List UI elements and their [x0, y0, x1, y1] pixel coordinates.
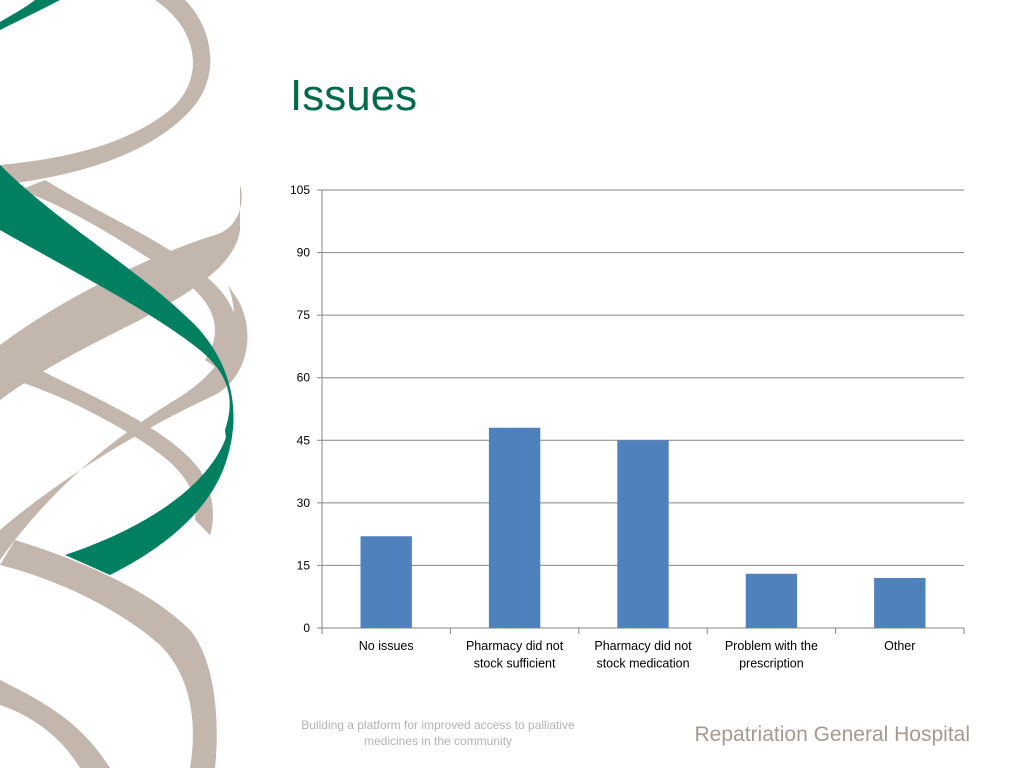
x-tick-label: Pharmacy did not	[594, 639, 692, 653]
y-tick-label: 105	[290, 183, 310, 197]
x-tick-label: Other	[884, 639, 915, 653]
x-tick-label: stock medication	[596, 657, 689, 671]
y-tick-label: 90	[297, 246, 311, 260]
bar	[360, 536, 412, 628]
ribbon-taupe-1	[0, 0, 211, 185]
ribbon-taupe-6	[0, 540, 217, 768]
ribbon-green-main-edge	[0, 165, 234, 455]
decorative-ribbons	[0, 0, 248, 768]
y-tick-label: 0	[303, 621, 310, 635]
y-tick-label: 30	[297, 496, 311, 510]
ribbon-taupe-5	[15, 370, 213, 535]
bar	[874, 577, 926, 628]
footer-organization: Repatriation General Hospital	[694, 723, 970, 746]
footer-tagline: Building a platform for improved access …	[301, 718, 575, 748]
ribbon-green-top	[0, 0, 60, 30]
x-tick-label: No issues	[359, 639, 414, 653]
y-tick-label: 75	[297, 308, 311, 322]
y-tick-label: 45	[297, 433, 311, 447]
bar	[488, 427, 541, 628]
bar	[617, 440, 669, 628]
x-tick-label: Pharmacy did not	[466, 639, 564, 653]
x-tick-label: Problem with the	[725, 639, 818, 653]
slide-title: Issues	[290, 71, 418, 120]
y-tick-label: 15	[297, 558, 311, 572]
bar-chart: 0 15 30 45 60 75 90 105 No issues Pharmacy did no…	[290, 183, 965, 671]
bar	[745, 573, 798, 628]
ribbon-taupe-7	[0, 680, 110, 768]
y-tick-label: 60	[297, 371, 311, 385]
ribbon-taupe-4	[20, 180, 237, 370]
x-tick-label: prescription	[739, 657, 804, 671]
x-tick-label: stock sufficient	[474, 657, 556, 671]
